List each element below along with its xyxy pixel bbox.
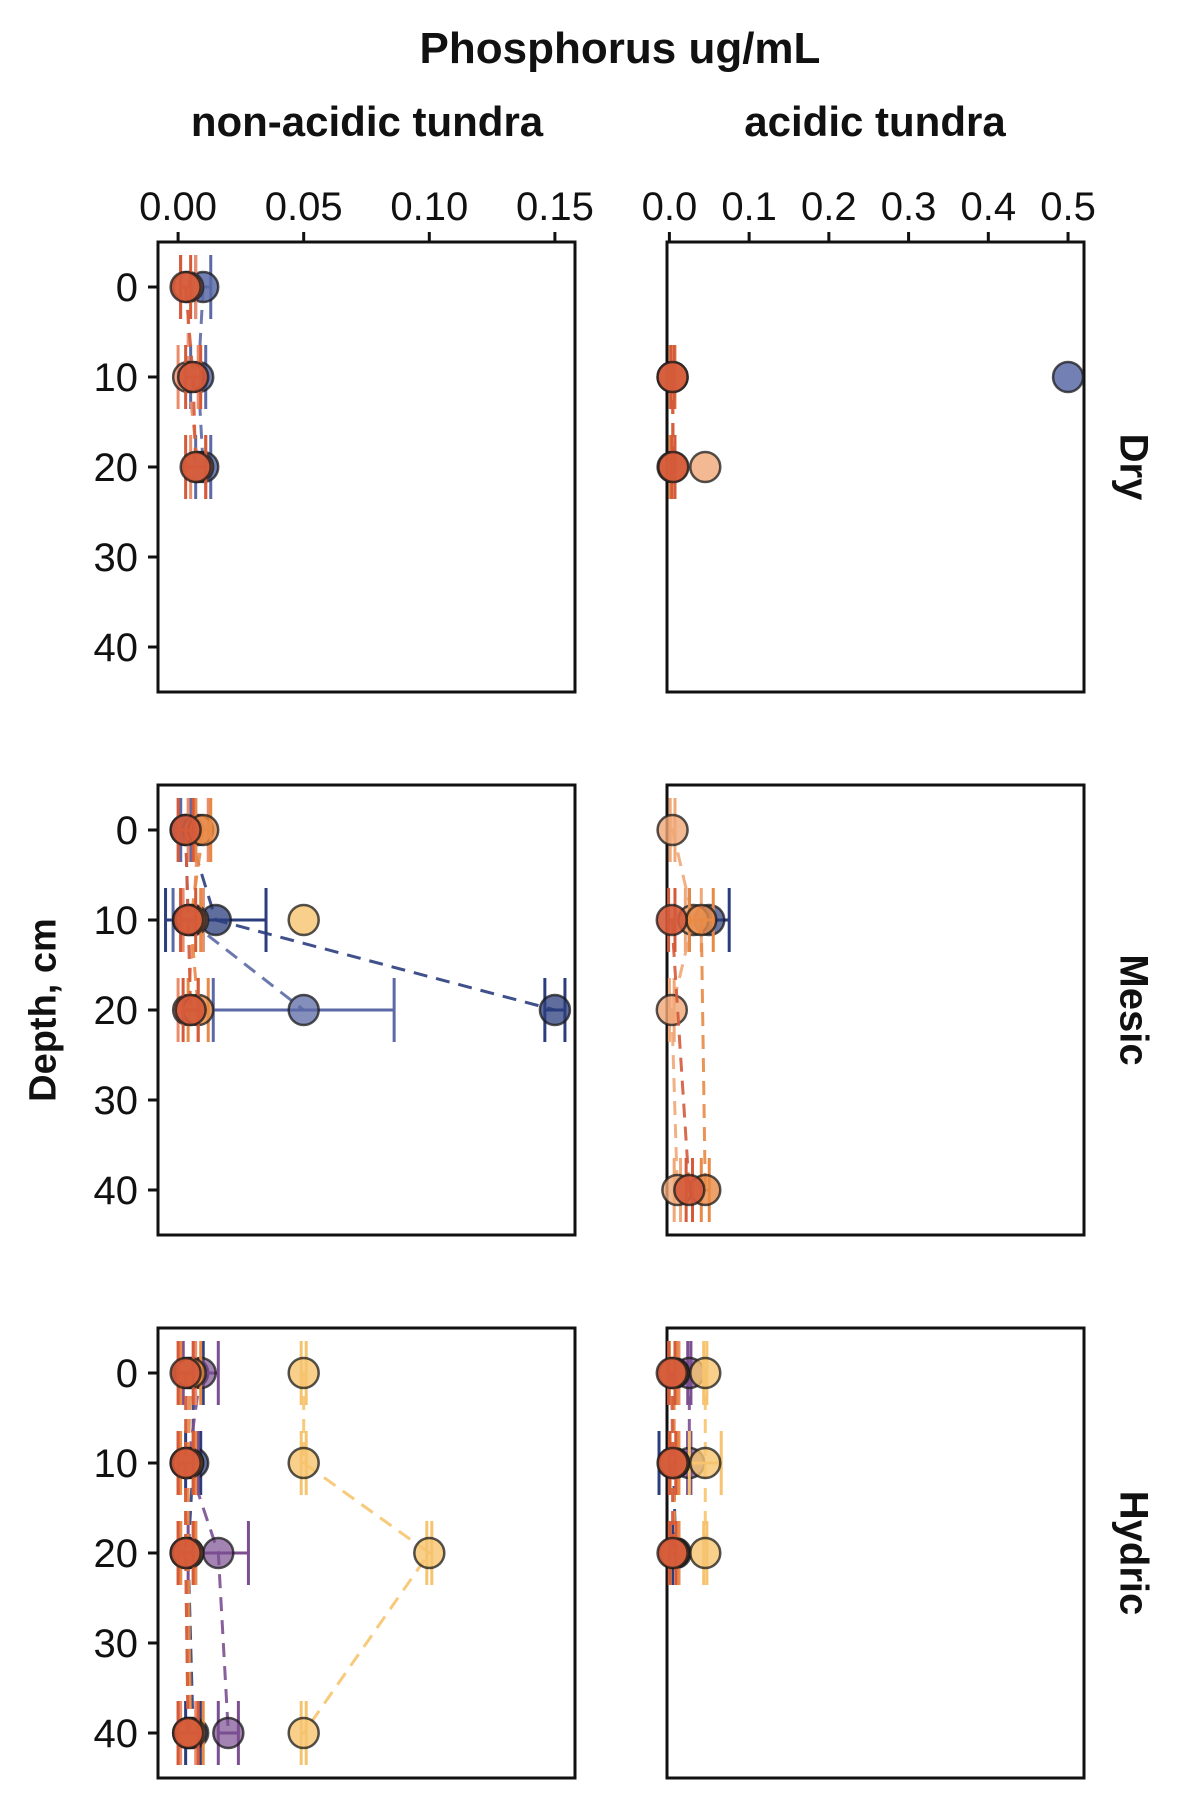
y-tick-label: 40 <box>94 626 139 670</box>
series-line <box>670 1372 675 1553</box>
column-label-acidic: acidic tundra <box>744 98 1006 145</box>
data-point <box>656 813 689 847</box>
data-point <box>656 360 689 394</box>
data-point <box>169 813 202 847</box>
data-point <box>176 360 210 394</box>
panel-frame <box>665 783 1086 1237</box>
data-point <box>212 1716 245 1750</box>
data-point <box>689 1536 722 1570</box>
data-point <box>179 450 212 484</box>
data-point <box>287 903 320 937</box>
data-point <box>202 1536 235 1570</box>
data-point <box>689 1356 722 1390</box>
data-point <box>673 1173 706 1207</box>
data-point <box>689 1446 722 1480</box>
data-point <box>287 1716 320 1750</box>
y-tick-label: 0 <box>116 1352 138 1396</box>
x-tick-label: 0.15 <box>516 185 594 229</box>
y-tick-label: 30 <box>94 1622 139 1666</box>
y-tick-label: 0 <box>116 809 138 853</box>
x-tick-label: 0.05 <box>265 185 343 229</box>
chart-title: Phosphorus ug/mL <box>419 24 821 73</box>
x-tick-label: 0.1 <box>721 185 777 229</box>
x-tick-label: 0.5 <box>1040 185 1096 229</box>
data-point <box>169 1356 202 1390</box>
series-line <box>196 286 205 468</box>
panel-data <box>164 798 572 1042</box>
data-point <box>287 1446 320 1480</box>
x-tick-label: 0.00 <box>139 185 217 229</box>
y-tick-label: 10 <box>94 899 139 943</box>
data-point <box>171 1716 205 1750</box>
panel-data <box>655 1341 723 1585</box>
panel-frame <box>156 240 577 694</box>
series-line <box>184 286 198 468</box>
data-point <box>656 1446 689 1480</box>
data-point <box>655 993 689 1027</box>
data-point <box>685 903 718 937</box>
data-point <box>657 450 690 484</box>
panel-data <box>655 798 731 1222</box>
series-line <box>302 1373 432 1734</box>
y-tick-label: 20 <box>94 446 139 490</box>
panel-frame <box>665 1326 1086 1780</box>
data-point <box>287 993 320 1027</box>
data-point <box>169 270 202 304</box>
panel-frame <box>665 240 1086 694</box>
y-tick-label: 30 <box>94 536 139 580</box>
data-point <box>538 993 572 1027</box>
x-tick-label: 0.0 <box>642 185 698 229</box>
data-point <box>413 1536 446 1570</box>
y-tick-label: 10 <box>94 1442 139 1486</box>
y-tick-label: 20 <box>94 989 139 1033</box>
data-point <box>287 1356 320 1390</box>
y-tick-label: 40 <box>94 1169 139 1213</box>
panel-data <box>169 1341 446 1765</box>
y-tick-label: 0 <box>116 266 138 310</box>
y-tick-label: 20 <box>94 1532 139 1576</box>
data-point <box>169 1536 202 1570</box>
data-point <box>1051 360 1085 394</box>
x-tick-label: 0.4 <box>961 185 1017 229</box>
data-point <box>689 450 722 484</box>
data-point <box>655 1356 689 1390</box>
data-point <box>656 1536 689 1570</box>
column-label-non-acidic: non-acidic tundra <box>190 98 544 145</box>
y-tick-label: 40 <box>94 1712 139 1756</box>
series-line <box>189 829 205 1011</box>
x-tick-label: 0.2 <box>801 185 857 229</box>
series-line <box>186 1372 230 1734</box>
data-point <box>655 903 689 937</box>
y-tick-label: 10 <box>94 356 139 400</box>
y-tick-label: 30 <box>94 1079 139 1123</box>
series-line <box>670 829 695 1191</box>
data-point <box>174 993 207 1027</box>
series-line <box>184 829 193 1011</box>
data-point <box>169 1446 202 1480</box>
panel-data <box>656 345 1085 499</box>
x-tick-label: 0.3 <box>881 185 937 229</box>
panel-data <box>169 255 220 499</box>
data-point <box>171 903 205 937</box>
x-tick-label: 0.10 <box>390 185 468 229</box>
